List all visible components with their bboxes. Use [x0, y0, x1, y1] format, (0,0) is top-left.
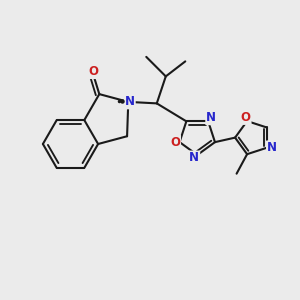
Text: O: O	[88, 65, 98, 78]
Text: N: N	[267, 141, 277, 154]
Text: O: O	[170, 136, 180, 148]
Text: O: O	[241, 111, 250, 124]
Text: N: N	[125, 95, 135, 108]
Text: N: N	[189, 152, 199, 164]
Text: N: N	[206, 111, 216, 124]
